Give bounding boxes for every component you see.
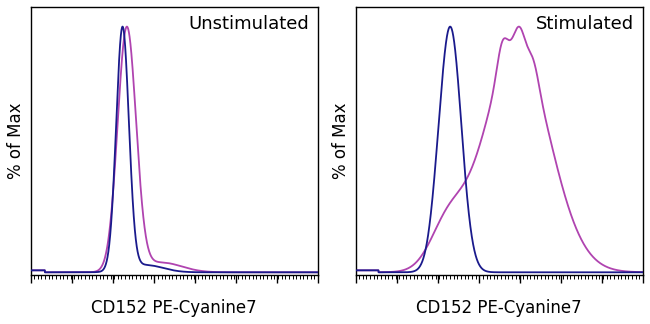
X-axis label: CD152 PE-Cyanine7: CD152 PE-Cyanine7 — [92, 299, 257, 317]
Y-axis label: % of Max: % of Max — [7, 103, 25, 179]
Text: Unstimulated: Unstimulated — [188, 15, 309, 33]
Y-axis label: % of Max: % of Max — [332, 103, 350, 179]
X-axis label: CD152 PE-Cyanine7: CD152 PE-Cyanine7 — [417, 299, 582, 317]
Text: Stimulated: Stimulated — [536, 15, 634, 33]
